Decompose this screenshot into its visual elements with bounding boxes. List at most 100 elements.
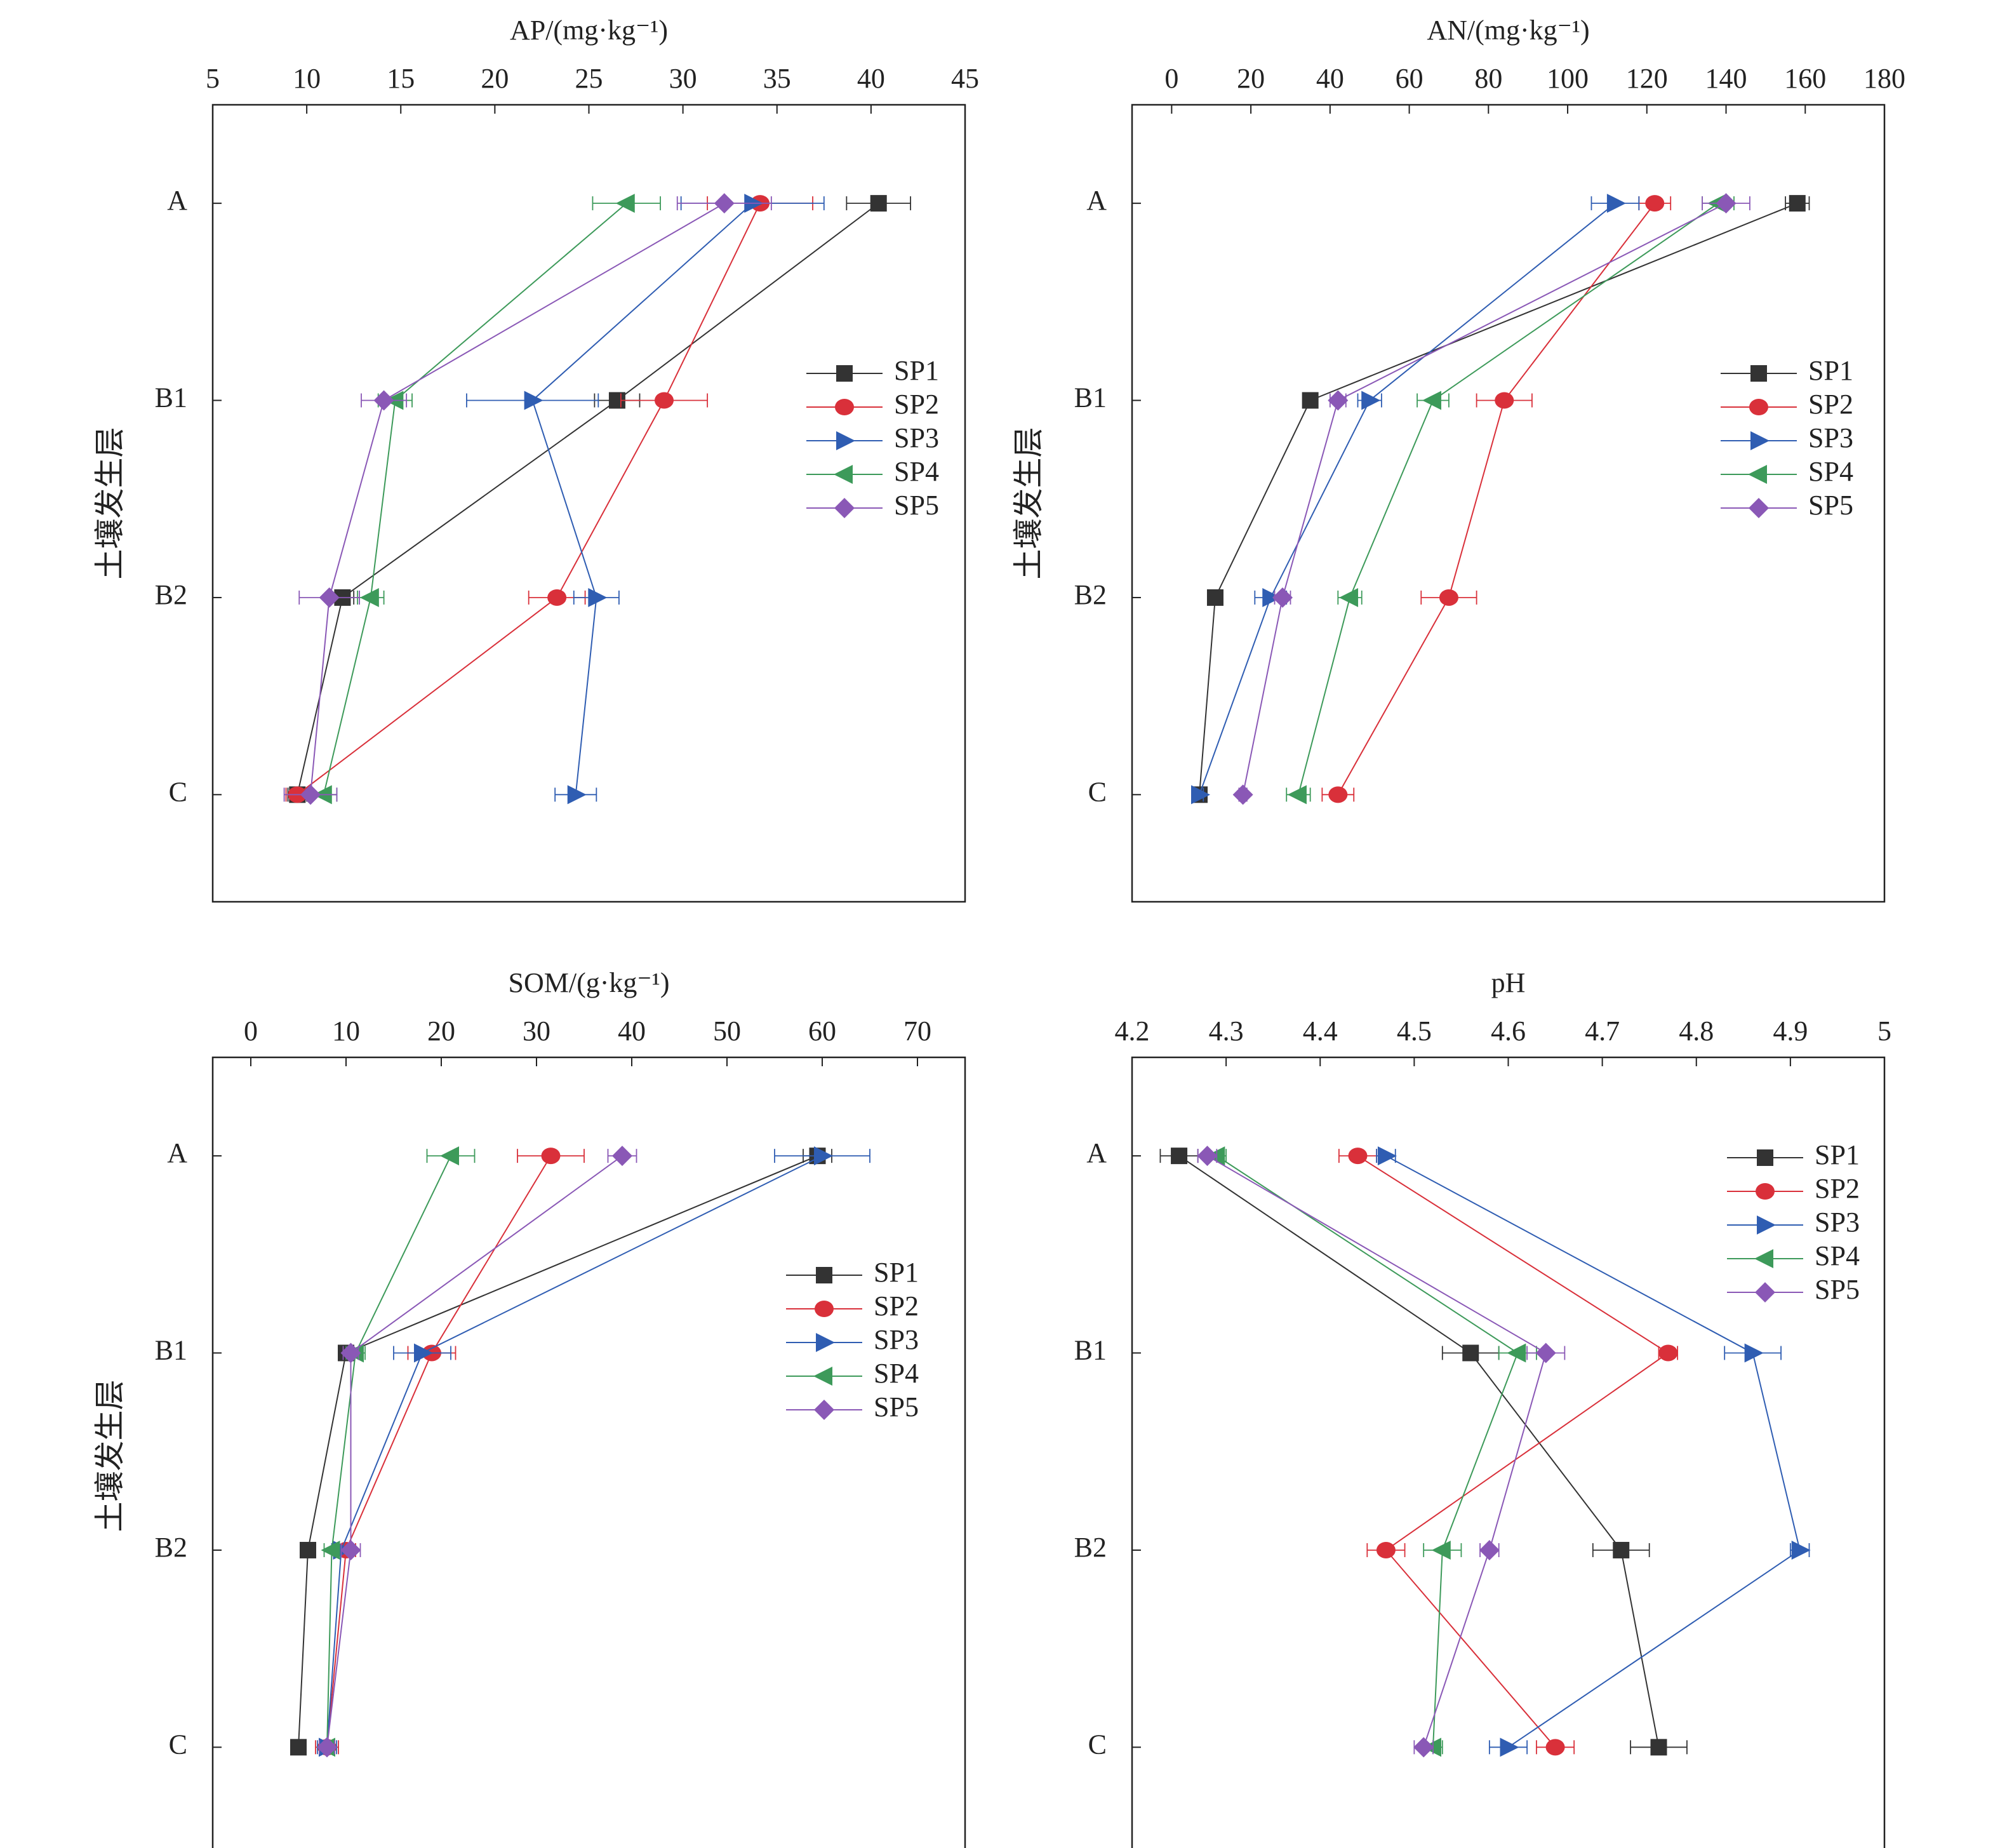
y-tick-label: B1 — [1074, 382, 1107, 413]
x-tick-label: 35 — [763, 63, 791, 94]
data-point — [1413, 1737, 1434, 1758]
x-tick-label: 70 — [903, 1015, 931, 1047]
legend-item: SP5 — [1721, 490, 1853, 521]
chart-panel-4: pH4.2 4.3 4.4 4.5 4.6 4.7 4.8 4.9 5AB1B2CSP1SP2S… — [1074, 967, 1891, 1848]
data-point — [1262, 587, 1282, 607]
series-line — [1199, 203, 1616, 795]
legend-marker — [1750, 365, 1767, 382]
series-sp3 — [1191, 194, 1640, 805]
x-tick-label: 40 — [1316, 63, 1344, 94]
series-sp1 — [1159, 1148, 1688, 1756]
x-tick-label: 15 — [387, 63, 415, 94]
data-point — [1650, 1739, 1667, 1756]
series-line — [1216, 1155, 1519, 1748]
x-tick-label: 40 — [857, 63, 885, 94]
legend-item: SP3 — [806, 422, 939, 453]
legend-marker — [834, 498, 855, 518]
series-sp3 — [1376, 1146, 1811, 1757]
data-point — [1431, 1540, 1451, 1560]
y-tick-label: B1 — [155, 1335, 187, 1366]
data-point — [340, 1539, 361, 1560]
y-axis-title: 土壤发生层 — [1012, 427, 1046, 579]
y-tick-label: B2 — [155, 579, 187, 610]
x-axis-title: AN/(mg·kg⁻¹) — [1427, 15, 1589, 46]
series-sp5 — [1232, 193, 1750, 805]
legend-label: SP5 — [1808, 490, 1853, 521]
x-tick-label: 4.4 — [1303, 1015, 1338, 1047]
plot-frame — [1131, 104, 1886, 903]
data-point — [1500, 1738, 1519, 1757]
series-sp5 — [317, 1146, 637, 1758]
series-sp1 — [1191, 195, 1810, 803]
data-point — [1328, 390, 1349, 411]
series-line — [1337, 203, 1656, 795]
legend-label: SP4 — [894, 456, 939, 487]
series-line — [1242, 203, 1726, 795]
y-tick-label: A — [1086, 185, 1107, 216]
data-point — [1348, 1148, 1368, 1165]
data-point — [1171, 1148, 1188, 1165]
y-tick-label: B1 — [155, 382, 187, 413]
legend-item: SP5 — [786, 1391, 919, 1423]
data-point — [1606, 194, 1626, 213]
data-point — [1791, 1540, 1811, 1560]
legend-marker — [1754, 1249, 1773, 1268]
legend-marker — [836, 365, 853, 382]
legend-marker — [835, 399, 854, 415]
data-point — [359, 587, 379, 607]
plot-frame — [211, 104, 966, 903]
series-line — [326, 1155, 451, 1748]
legend-marker — [815, 1301, 834, 1317]
x-tick-label: 10 — [332, 1015, 360, 1047]
data-point — [814, 1146, 833, 1166]
x-tick-label: 5 — [1877, 1015, 1891, 1047]
series-sp1 — [290, 1148, 832, 1756]
data-point — [1191, 785, 1211, 805]
data-point — [440, 1146, 459, 1166]
legend-item: SP2 — [1721, 389, 1853, 420]
data-point — [588, 587, 608, 607]
legend-label: SP3 — [1808, 422, 1853, 453]
legend-item: SP5 — [1727, 1274, 1860, 1305]
chart-panel-1: AP/(mg·kg⁻¹) 5 10 15 20 25 30 35 40 45 A B1 B2 C 土壤发生层… — [93, 15, 979, 903]
data-point — [290, 1739, 307, 1756]
data-point — [1339, 587, 1359, 607]
data-point — [319, 587, 340, 608]
x-tick-label: 160 — [1784, 63, 1826, 94]
data-point — [300, 784, 321, 805]
series-sp4 — [1286, 194, 1735, 805]
series-line — [297, 203, 761, 796]
legend-label: SP1 — [874, 1257, 919, 1288]
series-sp2 — [285, 195, 813, 803]
series-line — [1206, 1155, 1547, 1748]
data-point — [1376, 1541, 1396, 1558]
legend-item: SP1 — [1721, 355, 1853, 386]
series-sp2 — [1338, 1148, 1679, 1756]
x-tick-label: 5 — [206, 63, 220, 94]
x-tick-label: 60 — [1396, 63, 1423, 94]
data-point — [1232, 784, 1253, 805]
legend-item: SP5 — [806, 490, 939, 521]
series-line — [1178, 1155, 1660, 1748]
y-tick-label: B2 — [1074, 579, 1107, 610]
x-tick-label: 20 — [427, 1015, 455, 1047]
series-line — [1357, 1155, 1670, 1748]
data-point — [1462, 1344, 1479, 1362]
legend-item: SP2 — [786, 1290, 919, 1322]
x-tick-label: 140 — [1705, 63, 1747, 94]
legend-marker — [813, 1367, 832, 1386]
x-tick-label: 4.5 — [1397, 1015, 1432, 1047]
series-line — [326, 1155, 823, 1748]
data-point — [317, 1737, 337, 1758]
x-axis-title: SOM/(g·kg⁻¹) — [509, 967, 670, 998]
series-line — [531, 203, 753, 795]
data-point — [1287, 785, 1307, 805]
data-point — [1789, 195, 1806, 212]
series-sp4 — [316, 1146, 476, 1757]
legend-label: SP2 — [874, 1290, 919, 1322]
series-line — [326, 1155, 623, 1748]
y-tick-label: C — [1088, 1729, 1107, 1760]
legend-item: SP1 — [1727, 1139, 1860, 1170]
